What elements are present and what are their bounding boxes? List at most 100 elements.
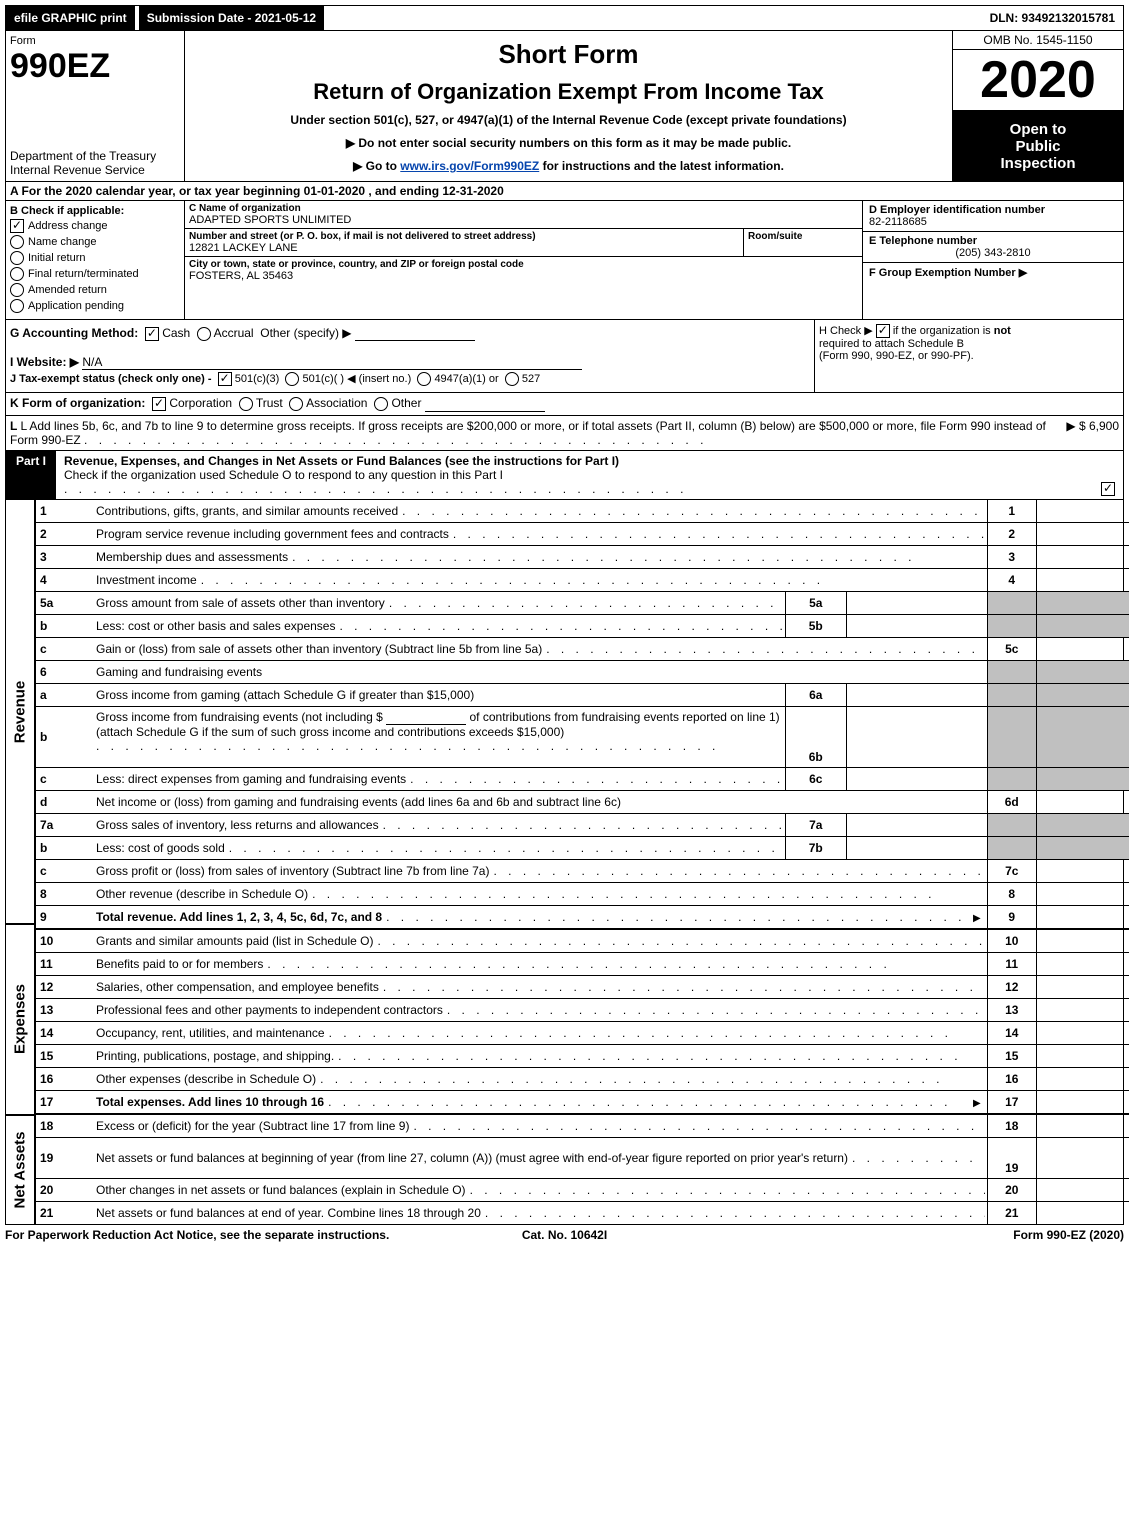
label-corporation: Corporation	[169, 396, 232, 410]
cb-501c3[interactable]	[218, 372, 232, 386]
line-12: 12 Salaries, other compensation, and emp…	[34, 976, 1129, 999]
section-h: H Check ▶ if the organization is not req…	[814, 320, 1123, 392]
ln18-num: 18	[34, 1115, 94, 1137]
ln6b-input[interactable]	[386, 710, 466, 725]
ln8-box: 8	[987, 883, 1036, 905]
cb-cash[interactable]	[145, 327, 159, 341]
cb-schedule-o-used[interactable]	[1101, 482, 1115, 496]
line-5c: c Gain or (loss) from sale of assets oth…	[34, 638, 1129, 661]
cb-4947[interactable]	[417, 372, 431, 386]
open-line2: Public	[955, 138, 1121, 155]
line-15: 15 Printing, publications, postage, and …	[34, 1045, 1129, 1068]
ln4-num: 4	[34, 569, 94, 591]
cb-other[interactable]	[374, 397, 388, 411]
line-4: 4 Investment income 4	[34, 569, 1129, 592]
goto-prefix: ▶ Go to	[353, 159, 400, 173]
footer-left: For Paperwork Reduction Act Notice, see …	[5, 1228, 522, 1242]
ln17-num: 17	[34, 1091, 94, 1113]
part1-title: Revenue, Expenses, and Changes in Net As…	[64, 454, 619, 468]
ln6d-desc: Net income or (loss) from gaming and fun…	[96, 795, 621, 809]
cb-accrual[interactable]	[197, 327, 211, 341]
ln20-amt	[1036, 1179, 1129, 1201]
section-revenue-label: Revenue	[6, 500, 36, 926]
row-k: K Form of organization: Corporation Trus…	[5, 393, 1124, 415]
cb-address-change[interactable]	[10, 219, 24, 233]
arrow-icon	[973, 1095, 985, 1109]
ln20-desc: Other changes in net assets or fund bala…	[96, 1183, 466, 1197]
h-text2: if the organization is	[893, 325, 994, 337]
ln20-box: 20	[987, 1179, 1036, 1201]
cb-amended-return[interactable]	[10, 283, 24, 297]
org-name: ADAPTED SPORTS UNLIMITED	[189, 214, 858, 226]
label-room: Room/suite	[748, 231, 858, 242]
label-accrual: Accrual	[214, 326, 254, 340]
irs-link[interactable]: www.irs.gov/Form990EZ	[400, 159, 539, 173]
ln5a-subamt	[846, 592, 987, 614]
line-2: 2 Program service revenue including gove…	[34, 523, 1129, 546]
footer-form-num: 990-EZ	[1047, 1228, 1086, 1242]
other-org-input[interactable]	[425, 397, 545, 412]
ln7b-num: b	[34, 837, 94, 859]
ln1-amt: 6,900	[1036, 500, 1129, 522]
goto-line: ▶ Go to www.irs.gov/Form990EZ for instru…	[189, 159, 948, 173]
ln7b-subamt	[846, 837, 987, 859]
cb-final-return[interactable]	[10, 267, 24, 281]
ln6-amt	[1036, 661, 1129, 683]
ln18-desc: Excess or (deficit) for the year (Subtra…	[96, 1119, 409, 1133]
ln4-amt	[1036, 569, 1129, 591]
ln12-box: 12	[987, 976, 1036, 998]
ln21-desc: Net assets or fund balances at end of ye…	[96, 1206, 481, 1220]
cb-corporation[interactable]	[152, 397, 166, 411]
ln6c-desc: Less: direct expenses from gaming and fu…	[96, 772, 406, 786]
line-8: 8 Other revenue (describe in Schedule O)…	[34, 883, 1129, 906]
website-value: N/A	[82, 355, 582, 370]
arrow-icon	[973, 910, 985, 924]
cb-name-change[interactable]	[10, 235, 24, 249]
efile-print-button[interactable]: efile GRAPHIC print	[6, 6, 135, 30]
ln9-amt: 6,900	[1036, 906, 1129, 928]
cb-501c[interactable]	[285, 372, 299, 386]
line-5b: b Less: cost or other basis and sales ex…	[34, 615, 1129, 638]
line-7b: b Less: cost of goods sold 7b	[34, 837, 1129, 860]
ln13-num: 13	[34, 999, 94, 1021]
line-5a: 5a Gross amount from sale of assets othe…	[34, 592, 1129, 615]
cb-application-pending[interactable]	[10, 299, 24, 313]
line-16: 16 Other expenses (describe in Schedule …	[34, 1068, 1129, 1091]
ln19-amt: 3,384	[1036, 1138, 1129, 1178]
cb-trust[interactable]	[239, 397, 253, 411]
ln11-box: 11	[987, 953, 1036, 975]
label-501c: 501(c)( ) ◀ (insert no.)	[303, 373, 412, 385]
cb-initial-return[interactable]	[10, 251, 24, 265]
open-to-public: Open to Public Inspection	[953, 111, 1123, 181]
page-footer: For Paperwork Reduction Act Notice, see …	[5, 1225, 1124, 1245]
label-association: Association	[306, 396, 367, 410]
ln4-box: 4	[987, 569, 1036, 591]
cb-527[interactable]	[505, 372, 519, 386]
ln6a-subamt	[846, 684, 987, 706]
line-13: 13 Professional fees and other payments …	[34, 999, 1129, 1022]
ln3-amt	[1036, 546, 1129, 568]
ln19-num: 19	[34, 1138, 94, 1178]
ln11-desc: Benefits paid to or for members	[96, 957, 263, 971]
line-9: 9 Total revenue. Add lines 1, 2, 3, 4, 5…	[34, 906, 1129, 930]
other-method-input[interactable]	[355, 326, 475, 341]
no-ssn-warning: ▶ Do not enter social security numbers o…	[189, 136, 948, 150]
line-6c: c Less: direct expenses from gaming and …	[34, 768, 1129, 791]
ln11-num: 11	[34, 953, 94, 975]
right-info: D Employer identification number 82-2118…	[862, 201, 1123, 319]
label-e-phone: E Telephone number	[869, 235, 1117, 247]
ln6b-box	[987, 707, 1036, 767]
line-7c: c Gross profit or (loss) from sales of i…	[34, 860, 1129, 883]
ln8-desc: Other revenue (describe in Schedule O)	[96, 887, 308, 901]
part1-header-row: Part I Revenue, Expenses, and Changes in…	[5, 451, 1124, 500]
ln9-box: 9	[987, 906, 1036, 928]
cb-h-not-required[interactable]	[876, 324, 890, 338]
cb-association[interactable]	[289, 397, 303, 411]
ln7a-num: 7a	[34, 814, 94, 836]
ln3-num: 3	[34, 546, 94, 568]
line-1: 1 Contributions, gifts, grants, and simi…	[34, 500, 1129, 523]
ln5a-num: 5a	[34, 592, 94, 614]
ln16-desc: Other expenses (describe in Schedule O)	[96, 1072, 316, 1086]
ln16-amt: 9,346	[1036, 1068, 1129, 1090]
label-527: 527	[522, 373, 540, 385]
